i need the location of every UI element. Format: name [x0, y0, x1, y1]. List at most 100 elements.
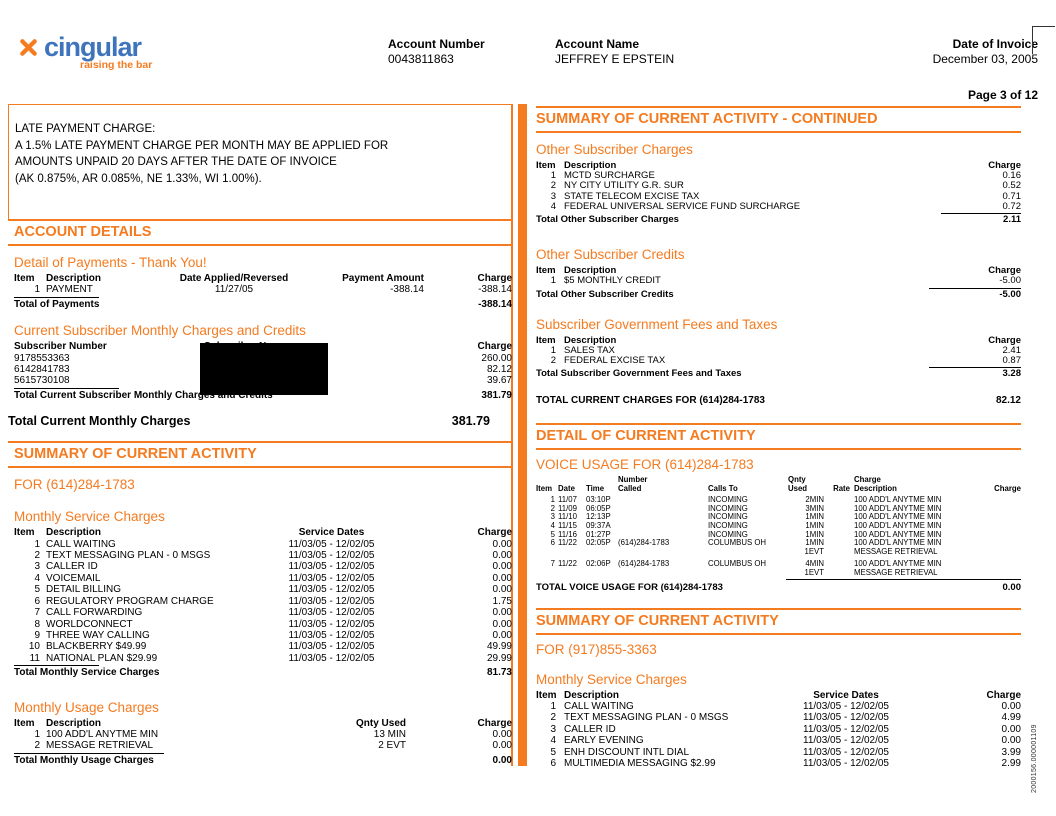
monthly-usage-title: Monthly Usage Charges: [14, 699, 159, 715]
service-row: 10 BLACKBERRY $49.99 11/03/05 - 12/02/05 49…: [14, 641, 512, 652]
rate: [824, 505, 854, 514]
col-payment-amount: Payment Amount: [342, 273, 424, 284]
account-number-label: Account Number: [388, 37, 485, 51]
item-number: 9: [34, 629, 40, 641]
item-description: THREE WAY CALLING: [46, 629, 150, 641]
section-summary-current-activity-2: SUMMARY OF CURRENT ACTIVITY: [536, 607, 1021, 635]
monthly-service2-title: Monthly Service Charges: [536, 671, 687, 687]
invoice-date-label: Date of Invoice: [952, 37, 1038, 51]
rate: [824, 560, 854, 569]
credit-row: 1 $5 MONTHLY CREDIT -5.00: [536, 276, 1021, 286]
item-number: 1: [34, 728, 40, 740]
call-time: 03:10P: [586, 495, 611, 505]
item-number: 1: [34, 538, 40, 550]
item-number: 4: [550, 735, 556, 747]
item-number: 1: [550, 170, 556, 182]
charge-value: 0.00: [492, 629, 512, 641]
service-row: 1 CALL WAITING 11/03/05 - 12/02/05 0.00: [536, 701, 1021, 712]
charge-value: [984, 531, 1021, 540]
charge-value: [984, 560, 1021, 569]
col-called: Called: [618, 483, 642, 493]
other-credits-header-row: Item Description Charge: [536, 266, 1021, 276]
item-number: 2: [34, 550, 40, 562]
rate: [824, 569, 854, 578]
subscriber-monthly-title: Current Subscriber Monthly Charges and C…: [14, 323, 306, 339]
corner-crop-mark: [1032, 26, 1055, 54]
service-dates: 11/03/05 - 12/02/05: [288, 584, 375, 596]
col-description: Description: [46, 717, 102, 729]
usage-row: 2 MESSAGE RETRIEVAL 2 EVT 0.00: [14, 740, 512, 751]
charge-value: 0.00: [492, 584, 512, 596]
total-rule: [14, 752, 164, 754]
col-charge: Charge: [986, 689, 1021, 701]
col-item: Item: [14, 527, 35, 539]
charge-value: [984, 569, 1021, 578]
col-charge: Charge: [994, 483, 1021, 493]
calls-to: INCOMING: [708, 529, 748, 539]
qnty-used: 1EVT: [804, 567, 825, 577]
other-charges-header-row: Item Description Charge: [536, 160, 1021, 171]
voice-row: 4 11/15 09:37A INCOMING 1MIN 100 ADD'L ANYTME…: [536, 521, 1021, 531]
subscriber-row: 5615730108 39.67: [14, 375, 512, 386]
number-called: [618, 522, 708, 531]
charge-value: 2.99: [1001, 758, 1021, 770]
total-value: 3.28: [1002, 368, 1022, 380]
total-current-charges-value: 82.12: [995, 394, 1021, 406]
col-item: Item: [536, 160, 556, 171]
cingular-jack-icon: [18, 37, 39, 63]
payments-total-row: Total of Payments -388.14: [14, 299, 512, 310]
charge-value: [984, 513, 1021, 522]
item-number: 3: [550, 723, 556, 735]
service-row: 7 CALL FORWARDING 11/03/05 - 12/02/05 0.00: [14, 607, 512, 618]
service-dates: 11/03/05 - 12/02/05: [288, 595, 375, 607]
service-dates: 11/03/05 - 12/02/05: [803, 758, 889, 770]
item-number: 7: [550, 559, 555, 569]
col-item: Item: [536, 483, 553, 493]
item-description: ENH DISCOUNT INTL DIAL: [564, 746, 690, 758]
service-dates: 11/03/05 - 12/02/05: [803, 723, 889, 735]
subscriber-number: 9178553363: [14, 352, 70, 364]
subscriber-row: 6142841783 82.12: [14, 364, 512, 375]
section-summary-current-activity: SUMMARY OF CURRENT ACTIVITY: [8, 441, 512, 469]
col-description: Description: [564, 334, 617, 346]
service-dates: 11/03/05 - 12/02/05: [288, 561, 375, 573]
qnty-used: 1MIN: [805, 538, 824, 548]
section-account-details: ACCOUNT DETAILS: [8, 219, 512, 246]
col-rate: Rate: [833, 483, 850, 493]
charge-value: 0.00: [492, 572, 512, 584]
item-description: CALLER ID: [46, 561, 98, 573]
voice-total-row: TOTAL VOICE USAGE FOR (614)284-1783 0.00: [536, 582, 1021, 593]
charge-value: 3.99: [1001, 746, 1021, 758]
item-number: 2: [550, 355, 556, 367]
other-credits-total-row: Total Other Subscriber Credits -5.00: [536, 289, 1021, 300]
for-subscriber-line-2: FOR (917)855-3363: [536, 641, 657, 657]
item-description: MESSAGE RETRIEVAL: [46, 740, 154, 752]
call-date: 11/09: [558, 503, 577, 513]
item-description: TEXT MESSAGING PLAN - 0 MSGS: [564, 712, 729, 724]
charge-description: 100 ADD'L ANYTME MIN: [854, 503, 942, 513]
voice-row: 1 11/07 03:10P INCOMING 2MIN 100 ADD'L ANYTME…: [536, 496, 1021, 505]
call-time: [582, 569, 618, 578]
voice-header-top-row: Number Qnty Charge: [536, 475, 1021, 485]
service-row: 1 CALL WAITING 11/03/05 - 12/02/05 0.00: [14, 539, 512, 550]
service-dates: 11/03/05 - 12/02/05: [288, 572, 375, 584]
call-date: 11/22: [558, 538, 577, 548]
charge-value: [984, 496, 1021, 505]
subscriber-number: 5615730108: [14, 375, 70, 387]
charge-description: 100 ADD'L ANYTME MIN: [854, 559, 942, 569]
item-number: 2: [550, 712, 556, 724]
service-row: 2 TEXT MESSAGING PLAN - 0 MSGS 11/03/05 - …: [14, 550, 512, 561]
qnty-used: 1MIN: [805, 529, 824, 539]
charge-row: 2 NY CITY UTILITY G.R. SUR 0.52: [536, 181, 1021, 191]
charge-value: 39.67: [486, 375, 512, 387]
charge-value: 49.99: [486, 641, 512, 653]
charge-value: 0.00: [492, 728, 512, 740]
item-number: 8: [34, 618, 40, 630]
service-dates: 11/03/05 - 12/02/05: [803, 746, 889, 758]
charge-description: MESSAGE RETRIEVAL: [854, 546, 938, 556]
payments-row: 1 PAYMENT 11/27/05 -388.14 -388.14: [14, 284, 512, 295]
account-number-block: Account Number 0043811863: [388, 37, 485, 67]
col-charge: Charge: [988, 265, 1021, 277]
calls-to: [708, 569, 788, 578]
payment-amount: -388.14: [390, 284, 424, 296]
